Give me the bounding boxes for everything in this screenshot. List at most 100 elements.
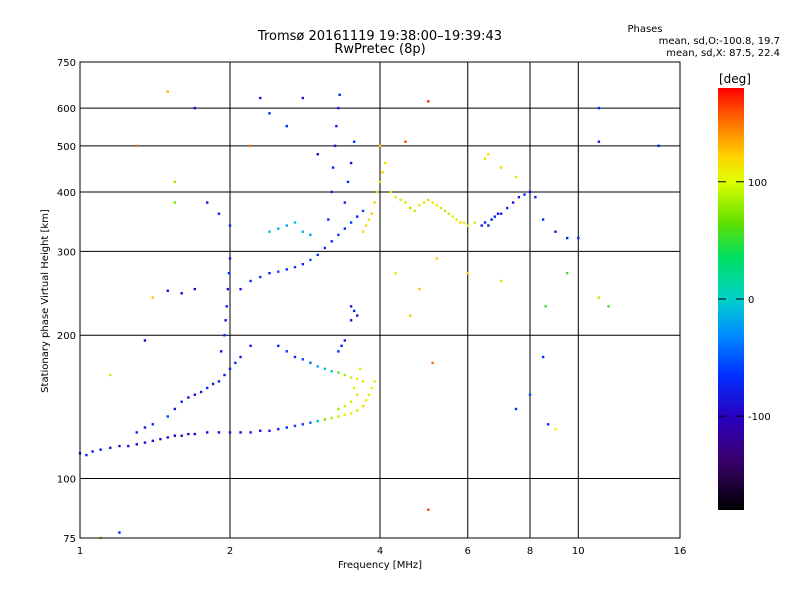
data-point bbox=[418, 204, 421, 207]
data-point bbox=[394, 195, 397, 199]
colorbar: [deg] 100 0 -100 bbox=[718, 72, 771, 510]
data-point bbox=[285, 124, 288, 128]
data-point bbox=[499, 279, 503, 283]
data-point bbox=[483, 221, 487, 224]
data-point bbox=[352, 309, 356, 313]
plot-frame bbox=[79, 61, 681, 539]
data-point bbox=[352, 386, 356, 390]
data-point bbox=[193, 432, 197, 436]
colorbar-ticks: 100 0 -100 bbox=[718, 178, 771, 423]
y-tick-label: 750 bbox=[57, 58, 76, 69]
data-point bbox=[217, 380, 221, 383]
data-point bbox=[413, 209, 417, 213]
data-point bbox=[427, 198, 430, 202]
y-tick-label: 400 bbox=[57, 188, 76, 199]
data-point bbox=[496, 212, 500, 215]
data-point bbox=[143, 426, 147, 429]
data-point bbox=[394, 272, 397, 275]
data-point bbox=[187, 396, 190, 399]
data-point bbox=[249, 279, 252, 283]
data-point bbox=[293, 221, 297, 224]
data-point bbox=[447, 212, 451, 215]
data-point bbox=[259, 275, 262, 279]
data-point bbox=[541, 355, 545, 359]
data-point bbox=[346, 180, 350, 184]
data-point bbox=[193, 106, 197, 110]
data-point bbox=[301, 423, 305, 426]
data-point bbox=[597, 140, 601, 143]
data-point bbox=[607, 305, 610, 308]
colorbar-tick-label: 0 bbox=[748, 295, 754, 306]
data-point bbox=[349, 412, 353, 415]
data-point bbox=[544, 305, 547, 308]
data-point bbox=[541, 218, 545, 221]
data-point bbox=[493, 215, 497, 218]
data-point bbox=[343, 404, 347, 408]
data-point bbox=[173, 434, 177, 437]
data-point bbox=[151, 423, 155, 426]
data-point bbox=[166, 415, 169, 418]
data-point bbox=[337, 371, 340, 374]
data-point bbox=[565, 272, 569, 275]
data-point bbox=[409, 206, 412, 210]
data-point bbox=[330, 240, 333, 243]
data-point bbox=[364, 399, 368, 402]
data-point bbox=[505, 206, 509, 210]
data-point bbox=[335, 124, 338, 128]
data-point bbox=[239, 431, 242, 434]
data-point bbox=[224, 319, 227, 322]
data-point bbox=[166, 90, 169, 93]
data-point bbox=[316, 253, 319, 257]
data-point bbox=[459, 221, 462, 224]
data-point bbox=[316, 419, 319, 423]
data-point bbox=[483, 157, 487, 160]
chart-title: Tromsø 20161119 19:38:00–19:39:43 bbox=[257, 29, 502, 44]
data-point bbox=[159, 437, 162, 441]
data-point bbox=[373, 380, 376, 383]
data-point bbox=[597, 106, 601, 110]
data-point bbox=[490, 218, 493, 221]
data-point bbox=[268, 429, 271, 432]
data-point bbox=[361, 380, 365, 383]
data-point bbox=[343, 413, 347, 417]
data-point bbox=[343, 339, 347, 342]
data-point bbox=[228, 367, 232, 371]
data-point bbox=[180, 400, 183, 403]
y-tick-label: 300 bbox=[57, 247, 76, 258]
data-point bbox=[361, 209, 365, 213]
data-point bbox=[285, 268, 288, 271]
y-tick-label: 600 bbox=[57, 104, 76, 115]
colorbar-label: [deg] bbox=[719, 72, 751, 86]
data-point bbox=[118, 444, 121, 448]
data-point bbox=[349, 221, 353, 224]
data-point bbox=[554, 427, 557, 431]
y-axis-ticks: 75 100 200 300 400 500 600 750 bbox=[57, 58, 76, 545]
data-point bbox=[173, 201, 177, 204]
data-point bbox=[480, 224, 483, 227]
data-point bbox=[109, 373, 112, 377]
data-point bbox=[225, 305, 228, 308]
data-point bbox=[268, 272, 271, 275]
data-point bbox=[99, 448, 102, 451]
data-point bbox=[443, 209, 447, 213]
data-point bbox=[499, 166, 503, 169]
x-tick-label: 8 bbox=[527, 546, 533, 557]
data-point bbox=[277, 270, 280, 273]
data-point bbox=[316, 153, 319, 156]
data-point bbox=[193, 393, 197, 396]
data-point bbox=[337, 350, 340, 353]
data-point bbox=[435, 204, 438, 207]
data-point bbox=[343, 227, 347, 230]
data-point bbox=[431, 201, 434, 204]
data-point bbox=[151, 296, 155, 299]
data-point bbox=[355, 314, 359, 317]
data-point bbox=[657, 144, 660, 148]
data-point bbox=[327, 218, 330, 221]
data-point bbox=[323, 367, 327, 371]
data-point bbox=[285, 224, 288, 227]
data-point bbox=[358, 367, 362, 371]
data-point bbox=[331, 166, 335, 169]
data-point bbox=[217, 431, 221, 434]
data-point bbox=[219, 350, 223, 353]
data-point bbox=[135, 431, 138, 434]
